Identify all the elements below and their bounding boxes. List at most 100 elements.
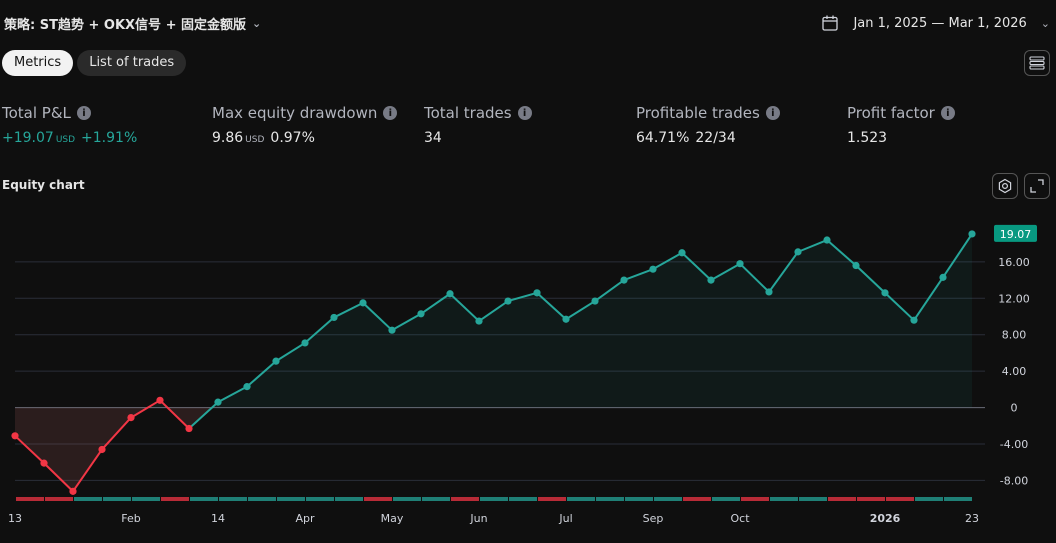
metric-unit: USD	[245, 135, 265, 145]
metric-total-pnl: Total P&L i +19.07 USD +1.91%	[2, 104, 137, 146]
equity-segment	[362, 302, 393, 331]
metric-value: 1.523	[847, 130, 888, 146]
equity-segment	[14, 435, 45, 464]
y-tick-label: -8.00	[1000, 474, 1028, 487]
equity-line	[14, 233, 973, 493]
chevron-down-icon: ⌄	[252, 17, 262, 30]
info-icon[interactable]: i	[383, 106, 398, 120]
last-value-badge: 19.07	[994, 224, 1037, 242]
trade-bar	[886, 497, 914, 501]
trade-bar	[103, 497, 131, 501]
chart-settings-button[interactable]	[992, 173, 1018, 199]
metric-profit-factor: Profit factor i 1.523	[847, 104, 955, 146]
trade-bar	[712, 497, 740, 501]
equity-segment	[710, 262, 741, 281]
x-tick-label: 23	[965, 512, 979, 525]
equity-segment	[913, 276, 944, 321]
y-tick-label: 0	[1011, 402, 1018, 415]
equity-point	[330, 313, 338, 322]
calendar-icon	[822, 15, 839, 31]
y-tick-label: -4.00	[1000, 438, 1028, 451]
metric-value: 34	[424, 130, 442, 146]
equity-point	[881, 289, 889, 297]
trade-bar	[16, 497, 44, 501]
metric-percent: +1.91%	[81, 130, 138, 146]
trade-bar	[277, 497, 305, 501]
equity-segment	[478, 300, 509, 322]
strategy-selector[interactable]: 策略: ST趋势 + OKX信号 + 固定金额版 ⌄	[4, 14, 261, 33]
equity-chart: 16.00 12.00 8.00 4.00 0 -4.00 -8.00 13 Feb 14 Apr…	[8, 224, 1037, 525]
last-value-label: 19.07	[1000, 228, 1032, 241]
metric-label: Max equity drawdown	[212, 104, 378, 122]
info-icon[interactable]: i	[76, 106, 91, 120]
x-tick-label: Jun	[469, 512, 487, 525]
metric-total-trades: Total trades i 34	[424, 104, 532, 146]
x-tick-label: 2026	[870, 512, 901, 525]
equity-point	[910, 316, 918, 324]
y-tick-label: 16.00	[998, 256, 1030, 269]
x-tick-label: Sep	[643, 512, 664, 525]
equity-point	[272, 357, 280, 365]
trade-bar	[944, 497, 972, 501]
trade-result-bars	[16, 497, 972, 501]
equity-segment	[130, 399, 161, 419]
equity-segment	[101, 416, 132, 451]
trade-bar	[770, 497, 798, 501]
x-tick-label: Jul	[558, 512, 572, 525]
trade-bar	[132, 497, 160, 501]
metric-percent: 0.97%	[270, 130, 315, 146]
last-value-box	[994, 224, 1037, 242]
info-icon[interactable]: i	[765, 106, 780, 120]
trade-bar	[654, 497, 682, 501]
menu-icon	[1029, 56, 1045, 70]
x-tick-label: May	[381, 512, 404, 525]
equity-points	[11, 230, 976, 495]
equity-segment	[768, 251, 799, 293]
equity-point	[533, 289, 541, 297]
equity-segment	[275, 342, 306, 362]
trade-bar	[364, 497, 392, 501]
x-axis: 13 Feb 14 Apr May Jun Jul Sep Oct 2026 23	[8, 512, 979, 525]
equity-segment	[797, 239, 828, 253]
date-range-selector[interactable]: Jan 1, 2025 — Mar 1, 2026 ⌄	[821, 14, 1050, 32]
tab-metrics[interactable]: Metrics	[2, 50, 74, 76]
chart-area	[15, 233, 972, 492]
equity-segment	[594, 279, 625, 302]
info-icon[interactable]: i	[940, 106, 955, 120]
equity-segment	[333, 301, 364, 319]
settings-icon	[998, 178, 1012, 194]
equity-point	[765, 288, 773, 296]
equity-segment	[681, 252, 712, 281]
equity-point	[214, 398, 222, 406]
trade-bar	[799, 497, 827, 501]
tab-bar: Metrics List of trades	[2, 50, 187, 76]
y-tick-label: 4.00	[1002, 365, 1027, 378]
trade-bar	[74, 497, 102, 501]
equity-point	[475, 317, 483, 325]
trade-bar	[335, 497, 363, 501]
equity-segment	[623, 268, 654, 282]
info-icon[interactable]: i	[517, 106, 532, 120]
equity-point	[678, 249, 686, 257]
equity-point	[794, 248, 802, 256]
trade-bar	[480, 497, 508, 501]
metric-label: Profitable trades	[636, 104, 760, 122]
equity-segment	[304, 316, 335, 344]
equity-point	[968, 230, 976, 238]
equity-segment	[159, 399, 190, 430]
equity-segment	[217, 385, 248, 404]
equity-point	[736, 260, 744, 268]
x-tick-label: 13	[8, 512, 22, 525]
tab-list-of-trades[interactable]: List of trades	[77, 50, 187, 76]
equity-segment	[826, 239, 857, 267]
chart-expand-button[interactable]	[1024, 173, 1050, 199]
metric-label: Profit factor	[847, 104, 935, 122]
trade-bar	[596, 497, 624, 501]
metric-profitable-trades: Profitable trades i 64.71% 22/34	[636, 104, 780, 146]
menu-button[interactable]	[1024, 50, 1050, 76]
equity-point	[40, 459, 48, 467]
equity-point	[69, 487, 77, 495]
equity-point	[446, 290, 454, 298]
area-negative	[15, 407, 972, 492]
equity-point	[707, 276, 715, 284]
